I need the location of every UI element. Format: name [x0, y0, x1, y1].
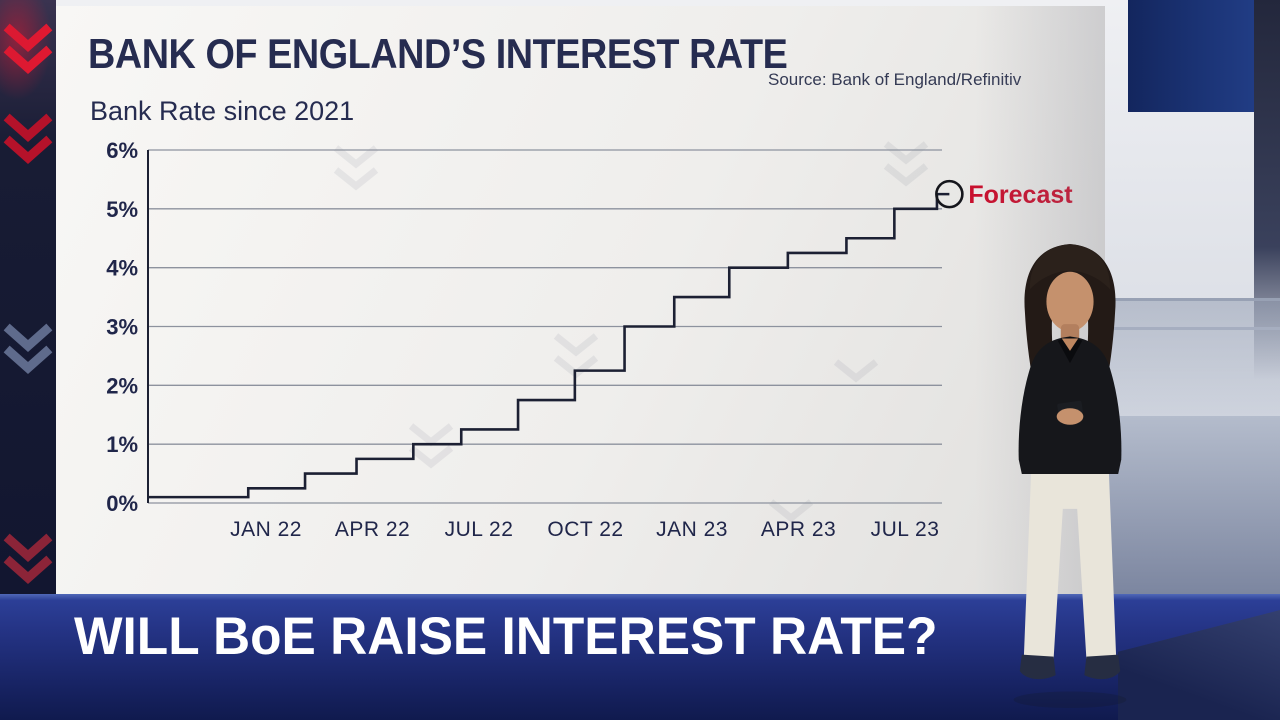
rate-step-line — [148, 192, 950, 499]
presenter-shoe-right — [1084, 654, 1121, 680]
presenter-chest — [1061, 338, 1079, 351]
chevron-down-icon — [3, 23, 53, 53]
y-tick-label: 1% — [106, 432, 138, 457]
chevron-down-icon — [3, 533, 53, 563]
presenter-shoe-left — [1019, 654, 1056, 680]
chart-title: BANK OF ENGLAND’S INTEREST RATE — [88, 30, 788, 77]
forecast-label: Forecast — [968, 181, 1073, 209]
presenter-hair-front — [1029, 244, 1111, 290]
x-tick-label: JUL 22 — [445, 518, 514, 541]
x-tick-label: JAN 22 — [230, 518, 302, 541]
watermark-chevron-icon — [408, 445, 454, 469]
watermark-chevron-icon — [408, 423, 454, 447]
chevron-down-icon — [3, 113, 53, 143]
watermark-chevron-icon — [833, 359, 879, 383]
watermark-chevron-icon — [333, 167, 379, 191]
watermark-chevron-icon — [768, 499, 814, 523]
x-tick-label: APR 22 — [335, 518, 410, 541]
chart-screen: 0% 1% 2% 3% 4% 5% 6% JAN 22 APR 22 JUL 22 OCT 22 JA… — [56, 6, 1105, 594]
y-tick-label: 3% — [106, 315, 138, 340]
headline-banner: WILL BoE RAISE INTEREST RATE? — [0, 594, 1280, 720]
studio-floor — [1100, 416, 1280, 594]
chevron-down-icon — [3, 135, 53, 165]
presenter-shadow — [1013, 691, 1127, 708]
watermark-chevron-icon — [333, 145, 379, 169]
y-tick-label: 5% — [106, 197, 138, 222]
watermark-chevron-icon — [883, 141, 929, 165]
chevron-down-icon — [3, 555, 53, 585]
y-tick-label: 6% — [106, 138, 138, 163]
side-strip — [0, 0, 56, 594]
presenter-hands — [1056, 408, 1084, 425]
x-tick-label: JAN 23 — [656, 518, 728, 541]
side-chevrons — [3, 23, 53, 585]
presenter-figure — [1013, 244, 1127, 708]
chart-source: Source: Bank of England/Refinitiv — [768, 70, 1022, 89]
headline-text: WILL BoE RAISE INTEREST RATE? — [74, 607, 938, 666]
presenter — [988, 240, 1152, 710]
y-tick-label: 0% — [106, 491, 138, 516]
x-tick-label: OCT 22 — [547, 518, 623, 541]
watermark-chevrons — [333, 141, 929, 523]
chart-subtitle: Bank Rate since 2021 — [90, 96, 355, 126]
bank-rate-chart: 0% 1% 2% 3% 4% 5% 6% JAN 22 APR 22 JUL 22 OCT 22 JA… — [106, 138, 1073, 541]
x-tick-label: JUL 23 — [871, 518, 940, 541]
chevron-down-icon — [3, 45, 53, 75]
y-tick-label: 4% — [106, 256, 138, 281]
watermark-chevron-icon — [883, 163, 929, 187]
presenter-trousers — [1023, 473, 1117, 659]
presenter-face — [1046, 271, 1094, 332]
x-tick-label: APR 23 — [761, 518, 836, 541]
y-tick-label: 2% — [106, 373, 138, 398]
chevron-down-icon — [3, 323, 53, 353]
forecast-marker-icon — [935, 179, 964, 209]
chevron-down-icon — [3, 345, 53, 375]
studio-railing — [1100, 298, 1280, 416]
watermark-chevron-icon — [553, 333, 599, 357]
